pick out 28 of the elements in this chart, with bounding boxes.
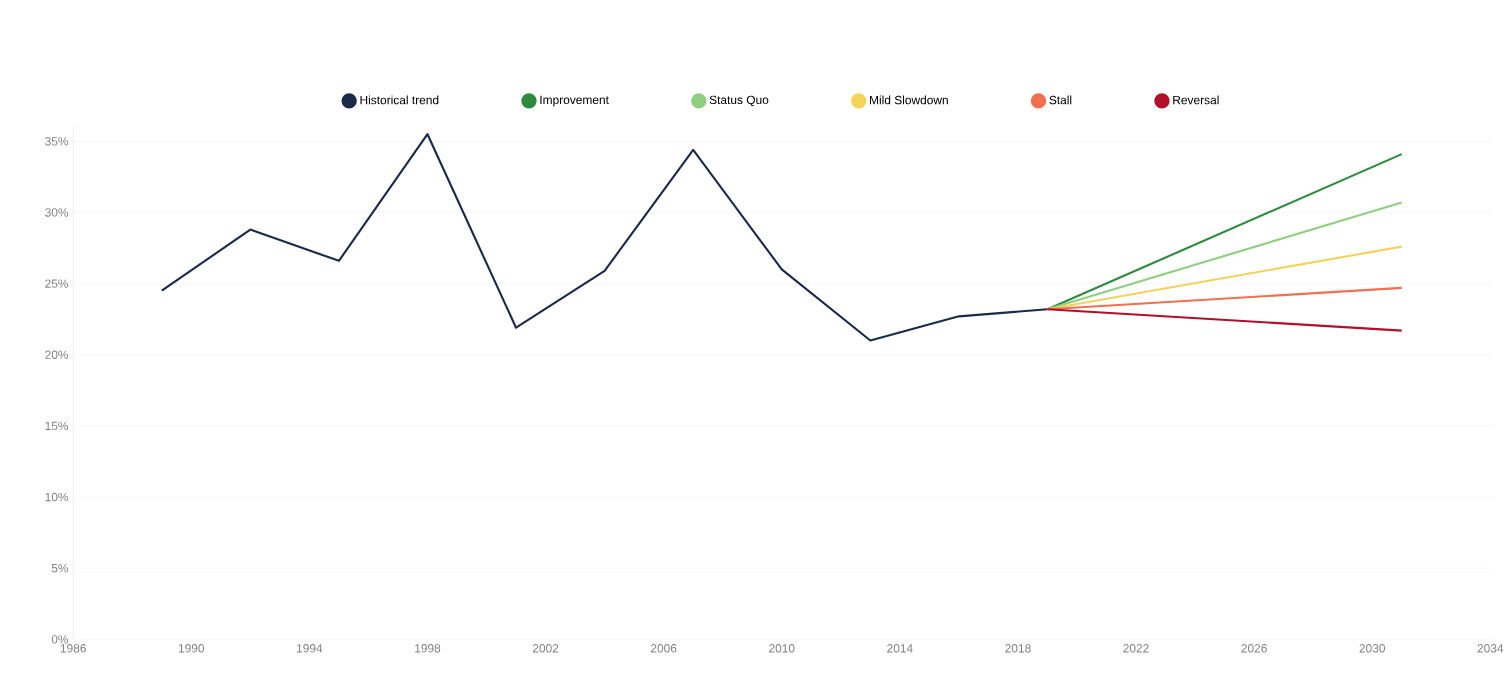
x-tick-label: 1994 [297,644,323,653]
x-tick-label: 1986 [60,644,86,653]
x-tick-label: 2030 [1359,644,1386,653]
x-tick-label: 1998 [415,644,441,653]
legend-label: Reversal [1173,95,1219,105]
x-tick-label: 2026 [1241,644,1267,653]
y-tick-label: 5% [51,564,69,573]
x-tick-label: 2018 [1005,644,1031,653]
y-tick-label: 20% [45,350,69,360]
x-tick-label: 2022 [1123,644,1149,653]
y-tick-label: 10% [45,493,69,502]
y-tick-label: 15% [45,421,69,431]
y-tick-label: 25% [45,279,69,289]
y-tick-label: 0% [51,635,69,644]
legend-label: Historical trend [360,95,439,105]
line-series [160,133,1049,342]
x-tick-label: 1990 [178,644,205,653]
y-tick-label: 35% [45,137,69,146]
legend-label: Improvement [540,95,609,107]
x-tick-label: 2006 [651,644,677,653]
x-tick-label: 2010 [769,644,795,653]
legend-label: Status Quo [709,95,769,107]
x-tick-label: 2002 [532,644,559,653]
x-tick-label: 2034 [1477,644,1504,653]
legend-label: Stall [1049,95,1072,105]
x-tick-label: 2014 [887,644,913,653]
y-tick-label: 30% [45,208,69,217]
legend-label: Mild Slowdown [870,95,948,105]
